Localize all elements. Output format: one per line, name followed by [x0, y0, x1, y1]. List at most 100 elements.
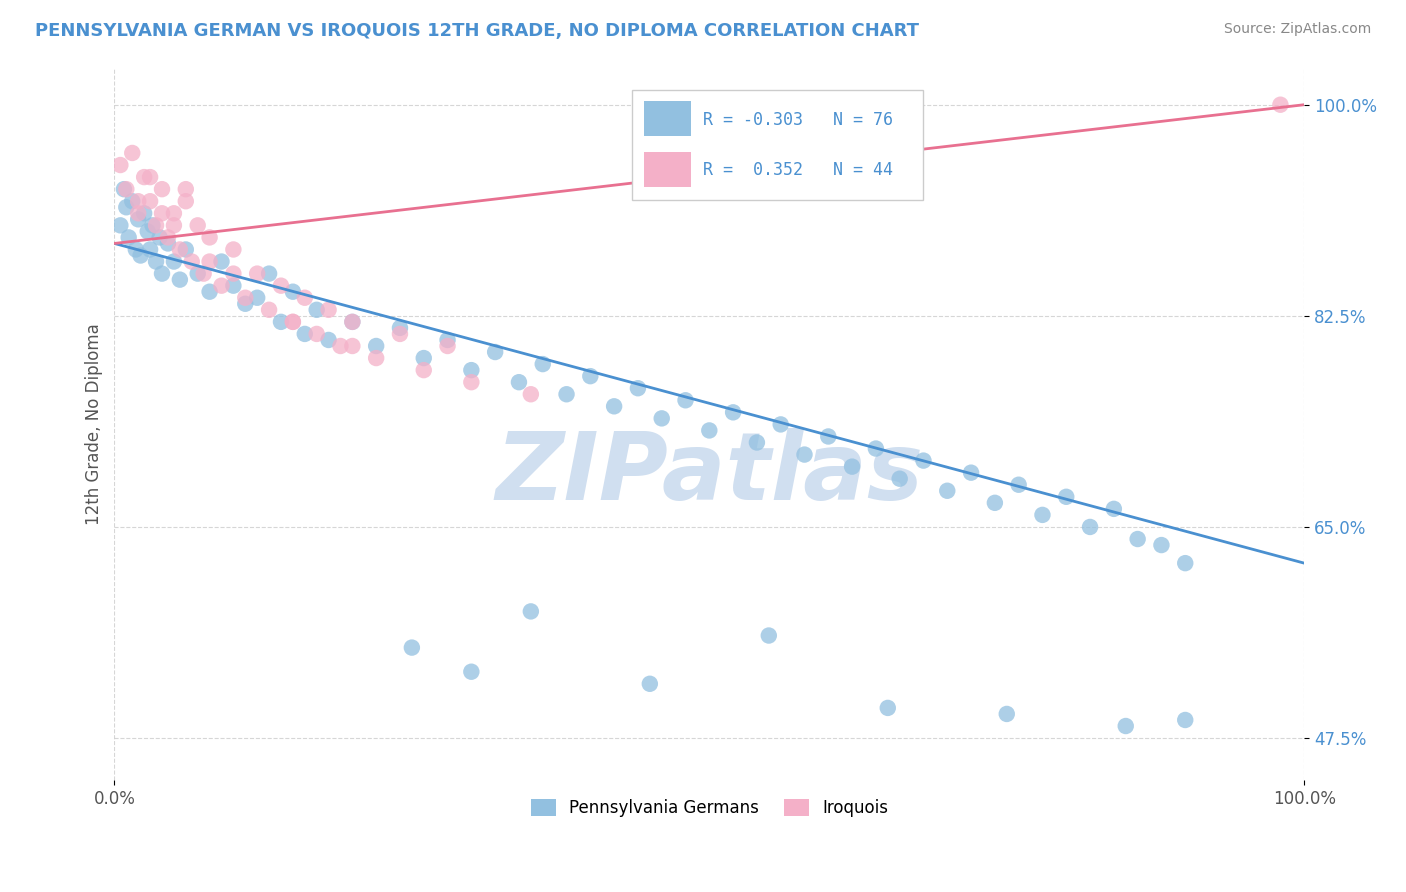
Point: [366, 351, 388, 365]
Point: [342, 315, 364, 329]
Point: [118, 230, 141, 244]
Text: R =  0.352   N = 44: R = 0.352 N = 44: [703, 161, 893, 179]
Y-axis label: 12th Grade, No Diploma: 12th Grade, No Diploma: [86, 324, 103, 525]
Point: [412, 351, 434, 365]
Point: [211, 278, 233, 293]
Point: [121, 194, 143, 209]
Point: [294, 291, 316, 305]
Point: [960, 466, 983, 480]
Point: [246, 267, 269, 281]
Point: [412, 363, 434, 377]
FancyBboxPatch shape: [631, 90, 924, 200]
Point: [460, 363, 482, 377]
Point: [520, 387, 543, 401]
Point: [180, 254, 202, 268]
Point: [174, 243, 197, 257]
Point: [460, 665, 482, 679]
Point: [281, 315, 304, 329]
Point: [817, 429, 839, 443]
Point: [198, 230, 221, 244]
Point: [112, 182, 135, 196]
Point: [484, 345, 506, 359]
Point: [187, 267, 209, 281]
Point: [912, 453, 935, 467]
Point: [270, 315, 292, 329]
Point: [745, 435, 768, 450]
Point: [193, 267, 215, 281]
Point: [233, 291, 256, 305]
Point: [793, 448, 815, 462]
Point: [136, 224, 159, 238]
Point: [169, 272, 191, 286]
Point: [222, 267, 245, 281]
Point: [125, 243, 148, 257]
Point: [1126, 532, 1149, 546]
Point: [257, 302, 280, 317]
FancyBboxPatch shape: [644, 152, 692, 187]
Point: [651, 411, 673, 425]
Point: [134, 170, 156, 185]
Point: [294, 326, 316, 341]
Point: [841, 459, 863, 474]
Point: [876, 701, 898, 715]
Point: [115, 200, 138, 214]
Point: [401, 640, 423, 655]
Point: [198, 285, 221, 299]
Point: [1115, 719, 1137, 733]
Point: [579, 369, 602, 384]
Point: [150, 182, 173, 196]
Point: [174, 182, 197, 196]
Point: [163, 206, 186, 220]
Point: [1078, 520, 1101, 534]
Point: [163, 219, 186, 233]
Point: [865, 442, 887, 456]
Point: [139, 194, 162, 209]
Point: [1031, 508, 1053, 522]
Point: [156, 230, 179, 244]
Point: [305, 326, 328, 341]
Text: PENNSYLVANIA GERMAN VS IROQUOIS 12TH GRADE, NO DIPLOMA CORRELATION CHART: PENNSYLVANIA GERMAN VS IROQUOIS 12TH GRA…: [35, 22, 920, 40]
Point: [1150, 538, 1173, 552]
Point: [211, 254, 233, 268]
Point: [984, 496, 1007, 510]
Text: R = -0.303   N = 76: R = -0.303 N = 76: [703, 111, 893, 128]
Point: [169, 243, 191, 257]
Point: [1174, 713, 1197, 727]
Point: [257, 267, 280, 281]
Point: [270, 278, 292, 293]
Point: [329, 339, 352, 353]
Point: [758, 628, 780, 642]
Point: [163, 254, 186, 268]
Point: [889, 472, 911, 486]
Point: [127, 194, 149, 209]
Point: [603, 400, 626, 414]
Point: [1008, 477, 1031, 491]
Point: [134, 206, 156, 220]
Point: [460, 375, 482, 389]
Point: [139, 243, 162, 257]
Point: [627, 381, 650, 395]
Point: [675, 393, 697, 408]
Point: [366, 339, 388, 353]
FancyBboxPatch shape: [644, 101, 692, 136]
Point: [769, 417, 792, 432]
Point: [531, 357, 554, 371]
Point: [995, 706, 1018, 721]
Point: [187, 219, 209, 233]
Point: [129, 248, 152, 262]
Point: [508, 375, 530, 389]
Point: [145, 254, 167, 268]
Point: [139, 170, 162, 185]
Point: [281, 315, 304, 329]
Point: [388, 321, 411, 335]
Point: [127, 206, 149, 220]
Point: [127, 212, 149, 227]
Point: [555, 387, 578, 401]
Point: [150, 267, 173, 281]
Point: [318, 302, 340, 317]
Point: [156, 236, 179, 251]
Point: [436, 339, 458, 353]
Point: [174, 194, 197, 209]
Point: [520, 604, 543, 618]
Point: [1174, 556, 1197, 570]
